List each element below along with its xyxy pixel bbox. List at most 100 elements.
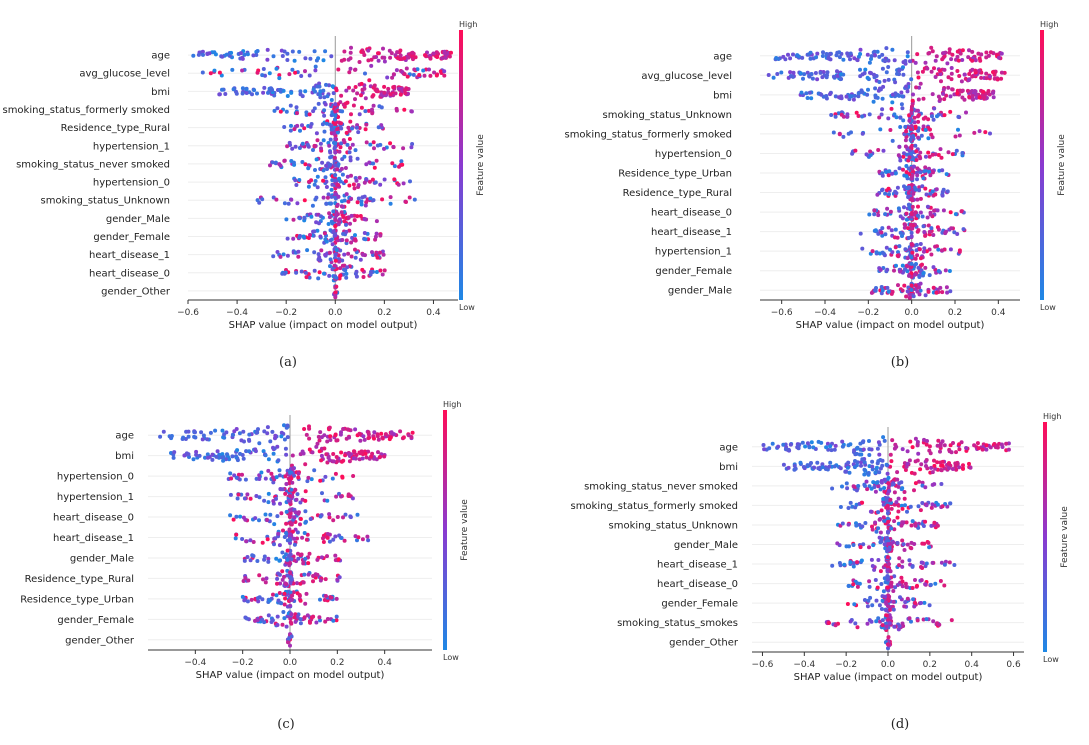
shap-point	[303, 56, 308, 61]
shap-point	[335, 130, 340, 135]
shap-point	[980, 447, 985, 452]
shap-point	[449, 50, 453, 55]
shap-point	[382, 177, 387, 182]
shap-point	[359, 105, 364, 110]
shap-point	[900, 486, 905, 491]
shap-point	[332, 140, 336, 145]
shap-point	[348, 146, 352, 150]
shap-point	[854, 451, 859, 456]
shap-point	[363, 109, 368, 114]
shap-point	[915, 440, 920, 444]
shap-point	[431, 51, 436, 56]
shap-point	[898, 595, 902, 600]
shap-point	[366, 108, 371, 113]
shap-point	[348, 155, 353, 160]
shap-point	[885, 555, 890, 560]
shap-point	[313, 168, 317, 172]
shap-point	[870, 459, 875, 464]
shap-point	[862, 467, 867, 472]
shap-point	[348, 158, 353, 163]
shap-point	[940, 463, 945, 468]
shap-point	[887, 489, 892, 493]
feature-swarm	[272, 100, 414, 119]
colorbar	[1043, 422, 1047, 652]
shap-point	[776, 444, 781, 449]
shap-point	[903, 503, 907, 508]
x-tick-label: −0.6	[752, 660, 774, 670]
shap-point	[892, 624, 897, 629]
shap-point	[313, 68, 318, 73]
shap-point	[333, 144, 338, 149]
shap-point	[285, 51, 290, 56]
shap-point	[894, 500, 899, 505]
shap-point	[265, 57, 270, 62]
shap-point	[321, 178, 326, 183]
shap-point	[886, 481, 891, 486]
shap-point	[399, 159, 404, 164]
shap-point	[923, 582, 928, 587]
shap-point	[930, 470, 935, 475]
shap-point	[342, 49, 347, 54]
shap-point	[940, 459, 945, 464]
shap-point	[224, 52, 229, 57]
shap-point	[220, 54, 225, 59]
shap-point	[923, 485, 928, 490]
shap-point	[346, 57, 351, 62]
shap-point	[432, 70, 437, 75]
shap-point	[852, 602, 857, 607]
shap-point	[902, 604, 907, 609]
x-tick-label: 0.2	[377, 308, 391, 318]
shap-point	[355, 156, 360, 161]
shap-point	[285, 94, 290, 98]
shap-point	[328, 162, 333, 167]
shap-point	[852, 448, 857, 453]
shap-point	[976, 446, 981, 451]
shap-point	[348, 66, 353, 71]
shap-point	[311, 148, 315, 152]
shap-point	[848, 500, 853, 505]
shap-point	[835, 541, 840, 546]
shap-point	[924, 561, 929, 566]
shap-point	[833, 623, 838, 628]
shap-point	[298, 89, 303, 94]
shap-point	[811, 445, 816, 450]
shap-point	[284, 109, 289, 114]
feature-label: smoking_status_never smoked	[16, 159, 170, 170]
shap-point	[942, 583, 947, 588]
shap-point	[905, 542, 910, 547]
shap-point	[846, 583, 851, 588]
shap-point	[260, 73, 265, 78]
shap-point	[411, 72, 416, 77]
shap-point	[807, 445, 812, 450]
shap-point	[884, 608, 889, 613]
shap-point	[853, 459, 857, 463]
shap-point	[335, 167, 340, 172]
shap-point	[908, 439, 913, 444]
shap-point	[442, 69, 447, 74]
shap-point	[367, 179, 372, 184]
shap-point	[219, 73, 224, 78]
shap-point	[886, 519, 891, 524]
shap-point	[366, 48, 371, 53]
shap-point	[244, 87, 249, 92]
shap-point	[851, 564, 856, 569]
shap-point	[324, 121, 329, 126]
shap-point	[240, 91, 245, 96]
shap-point	[880, 598, 885, 603]
shap-point	[921, 524, 926, 528]
shap-point	[405, 74, 410, 79]
shap-point	[435, 50, 440, 55]
shap-point	[838, 466, 843, 471]
shap-point	[861, 447, 866, 452]
shap-point	[868, 509, 873, 514]
shap-point	[278, 109, 283, 114]
feature-swarm	[268, 154, 405, 173]
shap-point	[352, 186, 357, 191]
shap-point	[290, 67, 295, 72]
shap-point	[843, 469, 848, 474]
shap-point	[328, 150, 333, 155]
shap-point	[913, 601, 918, 605]
shap-point	[333, 163, 338, 168]
shap-point	[370, 111, 375, 116]
shap-point	[435, 54, 440, 58]
